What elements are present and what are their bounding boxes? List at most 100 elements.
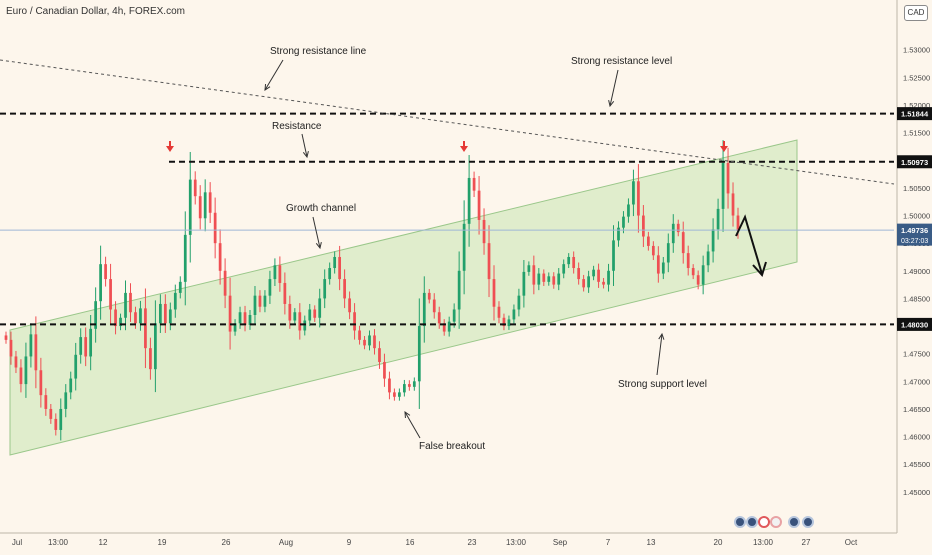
growth-channel-band[interactable]: [9, 139, 798, 456]
target-icon[interactable]: [734, 516, 746, 528]
strong-resistance-level-pointer: [608, 69, 619, 108]
candle: [507, 315, 511, 330]
candle-body: [612, 240, 615, 271]
candle: [582, 274, 586, 292]
candle-body: [293, 312, 297, 321]
candle: [447, 316, 451, 337]
candle-body: [402, 384, 406, 393]
candle-body: [154, 323, 157, 370]
candle-body: [9, 339, 13, 357]
candle: [144, 288, 147, 369]
arrows: [166, 59, 767, 439]
candle: [632, 169, 635, 217]
candle-body: [19, 367, 23, 385]
candle-body: [258, 295, 262, 307]
candle-body: [572, 256, 576, 269]
candle: [577, 262, 581, 285]
strong-resistance-trendline[interactable]: [0, 59, 895, 185]
candle-body: [537, 273, 541, 285]
flag-icon[interactable]: [758, 516, 770, 528]
candle: [99, 245, 102, 320]
candle: [442, 319, 446, 336]
candle-body: [139, 308, 142, 324]
eye-icon[interactable]: [802, 516, 814, 528]
candle-body: [617, 227, 620, 241]
y-tick-label: 1.52000: [903, 101, 930, 110]
candle-body: [637, 181, 640, 216]
candle-body: [407, 384, 411, 387]
candle-body: [642, 215, 645, 237]
calendar-icon[interactable]: [770, 516, 782, 528]
candle-body: [512, 309, 516, 320]
growth-channel-pointer: [312, 216, 322, 250]
candle-body: [44, 395, 48, 409]
candle: [363, 336, 366, 350]
time-axis: Jul 13:00 12 19 26 Aug 9 16 23 13:00 Sep 7 13 20 13:00…: [0, 532, 932, 550]
candle: [273, 258, 277, 286]
candle-body: [338, 256, 342, 280]
x-tick-label: 13: [647, 538, 656, 547]
symbol-title[interactable]: Euro / Canadian Dollar, 4h, FOREX.com: [6, 6, 185, 17]
price-label-box: [897, 223, 932, 246]
candle: [532, 255, 536, 295]
candle: [721, 140, 725, 232]
candle-body: [622, 216, 625, 228]
clock-icon[interactable]: [788, 516, 800, 528]
candle-body: [442, 323, 446, 332]
candle-body: [582, 279, 586, 288]
currency-badge[interactable]: CAD: [904, 5, 928, 21]
candle: [163, 294, 167, 333]
candle: [313, 305, 317, 322]
emoji-icon[interactable]: [746, 516, 758, 528]
candle: [557, 268, 561, 291]
x-tick-label: 13:00: [506, 538, 527, 547]
candle-body: [308, 309, 312, 321]
y-tick-label: 1.47000: [903, 377, 930, 386]
candle-body: [348, 298, 351, 313]
candle: [94, 287, 98, 343]
candle-body: [482, 219, 486, 244]
candle-body: [213, 212, 217, 244]
price-label-text: 1.51844: [901, 110, 929, 119]
candle-body: [522, 271, 526, 296]
candle-body: [144, 308, 147, 349]
candle-body: [532, 265, 536, 285]
candle-body: [383, 361, 386, 379]
price-axis-bg: [897, 0, 932, 533]
candle-body: [597, 269, 600, 282]
candle: [288, 295, 292, 329]
candle-body: [691, 268, 695, 276]
candle: [168, 302, 172, 331]
candle-body: [69, 378, 73, 393]
candle-body: [39, 370, 43, 396]
candle: [383, 353, 386, 387]
candle-body: [661, 262, 665, 274]
candle-body: [358, 330, 361, 340]
candle-body: [671, 223, 675, 244]
candle: [637, 164, 640, 233]
candle: [398, 388, 401, 401]
candle-body: [477, 190, 481, 220]
candle: [587, 270, 590, 293]
candle-body: [363, 339, 366, 346]
resistance-pointer-head: [302, 151, 309, 159]
candle: [104, 256, 107, 287]
candle-body: [183, 234, 187, 282]
support-pointer-shaft: [656, 333, 663, 376]
candle-body: [632, 181, 635, 205]
candle-body: [422, 292, 426, 327]
candle-body: [432, 299, 436, 313]
candle: [666, 233, 670, 273]
candle-body: [188, 179, 192, 235]
candle-body: [452, 309, 456, 322]
candle-body: [119, 317, 122, 327]
support-pointer-head: [658, 332, 665, 340]
candle-body: [557, 273, 561, 285]
candle-body: [592, 269, 595, 277]
candle: [358, 325, 361, 345]
candle-body: [492, 279, 496, 307]
price-axis: 1.45000 1.45500 1.46000 1.46500 1.47000 1.475…: [896, 0, 932, 533]
candle-body: [467, 177, 471, 224]
